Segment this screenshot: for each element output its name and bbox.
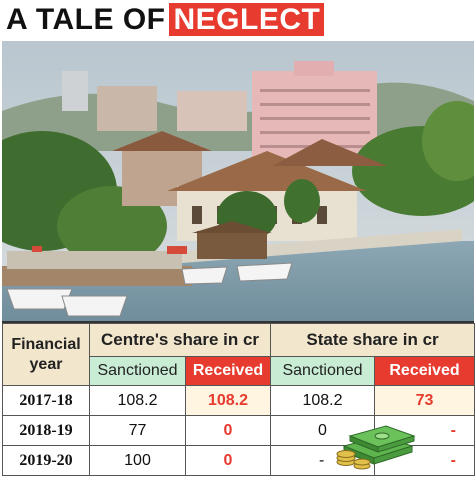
table-row: 2017-18 108.2 108.2 108.2 73: [2, 385, 475, 416]
row-year: 2017-18: [2, 385, 90, 416]
state-sanctioned-value: 108.2: [270, 385, 375, 416]
header-centre-share: Centre's share in cr: [89, 323, 271, 357]
row-year: 2019-20: [2, 445, 90, 476]
centre-received-value: 0: [185, 415, 271, 446]
headline: A TALE OF NEGLECT: [0, 0, 476, 40]
waterfront-photo: [2, 41, 474, 323]
headline-part1: A TALE OF: [6, 3, 166, 36]
subheader-centre-received: Received: [185, 356, 271, 386]
money-stack-icon: [336, 425, 416, 470]
subheader-state-sanctioned: Sanctioned: [270, 356, 375, 386]
state-received-value: 73: [374, 385, 475, 416]
headline-part2: NEGLECT: [169, 3, 325, 36]
funds-table: Financial year Centre's share in cr Stat…: [2, 323, 475, 476]
centre-received-value: 0: [185, 445, 271, 476]
centre-received-value: 108.2: [185, 385, 271, 416]
header-state-share: State share in cr: [270, 323, 475, 357]
headline-text: A TALE OF NEGLECT: [6, 3, 325, 37]
subheader-state-received: Received: [374, 356, 475, 386]
centre-sanctioned-value: 100: [89, 445, 186, 476]
centre-sanctioned-value: 77: [89, 415, 186, 446]
row-year: 2018-19: [2, 415, 90, 446]
subheader-centre-sanctioned: Sanctioned: [89, 356, 186, 386]
header-financial-year: Financial year: [2, 323, 90, 386]
centre-sanctioned-value: 108.2: [89, 385, 186, 416]
